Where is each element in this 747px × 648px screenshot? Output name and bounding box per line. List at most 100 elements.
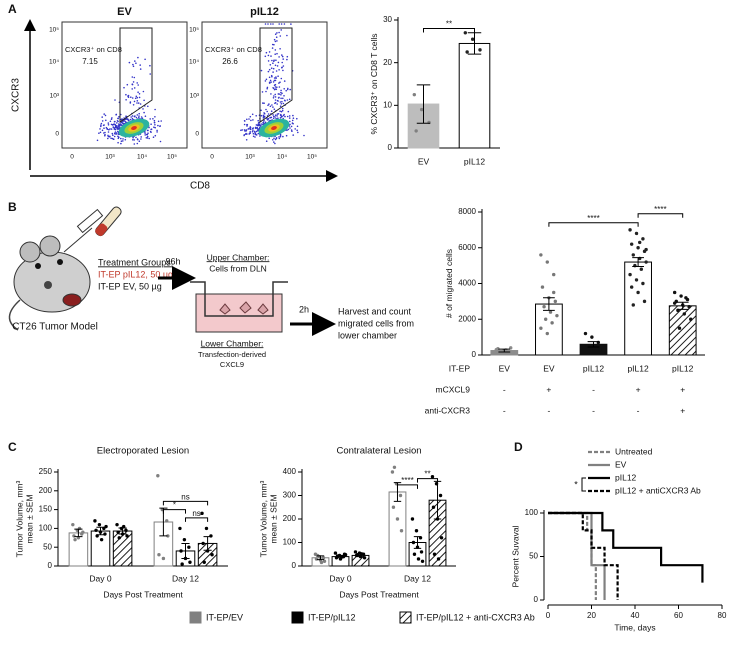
flow-event [297,131,299,134]
flow-event [274,53,277,55]
flow-event [111,132,114,135]
survival-line [548,511,619,600]
significance-bracket [396,484,418,489]
y-axis-label: # of migrated cells [444,249,454,318]
flow-event [279,35,282,37]
data-point [156,474,160,478]
legend-label: Untreated [615,446,653,456]
y-tick-label: 200 [283,514,297,523]
flow-event [146,129,149,132]
flow-event [259,135,261,137]
flow-event [267,104,269,107]
flow-event [119,123,122,125]
data-point [638,240,642,245]
data-point [117,536,121,540]
data-point [631,303,635,307]
flow-event [104,114,107,117]
flow-event [129,101,132,103]
bar [90,530,111,567]
flow-event [266,118,269,121]
chamber-text: CXCL9 [220,360,244,369]
row-value: + [546,384,551,394]
gate-percent: 26.6 [222,57,238,66]
flow-event [286,99,289,101]
flow-event [132,139,134,141]
flow-event [278,82,280,84]
flow-event [273,77,276,79]
flow-event [256,126,259,129]
flow-event [275,36,278,38]
data-point [470,37,475,41]
flow-event [253,130,256,133]
flow-event [267,23,269,25]
flow-event [99,128,101,130]
data-point [333,551,338,555]
flow-event [110,137,112,140]
flow-event [270,81,272,83]
flow-event [282,102,285,105]
data-point [431,505,436,509]
bar [668,305,697,356]
flow-event [137,56,139,59]
flow-event [136,102,138,104]
flow-event [286,115,289,118]
flow-event [272,81,275,83]
legend-swatch [399,611,412,624]
data-point [321,556,326,560]
flow-event [270,110,273,112]
data-point [104,524,108,529]
flow-event [296,129,299,132]
flow-event [117,130,119,133]
x-tick-label: EV [499,363,511,373]
flow-event [111,117,113,119]
flow-event [281,66,283,69]
flow-event [100,122,103,125]
flow-event [278,69,280,71]
significance-label: ns [181,492,189,501]
flow-event [283,88,286,90]
data-point [463,31,468,35]
x-tick-label: 80 [718,611,727,620]
flow-event [141,117,144,120]
flow-event [153,126,155,128]
significance-label: * [574,479,578,489]
error-bar [74,528,83,538]
flow-event [103,132,105,134]
flow-event [275,88,277,90]
significance-bracket [162,500,209,506]
flow-event [267,60,270,62]
chart-title: Electroporated Lesion [97,446,189,457]
data-point [398,493,403,498]
flow-event [154,124,156,126]
flow-x-tick-label: 10⁵ [307,154,317,161]
x-tick-label: pIL12 [627,363,649,373]
data-point [124,528,128,532]
flow-event [132,104,135,106]
data-point [628,272,632,277]
flow-event [290,125,293,128]
y-tick-label: 2000 [458,314,476,323]
flow-event [274,64,277,67]
data-point [322,559,327,563]
flow-event [277,97,280,99]
flow-event [144,115,147,117]
y-tick-label: 20 [383,58,392,67]
flow-event [112,126,115,129]
flow-event [294,128,297,130]
flow-event [114,132,116,134]
flow-event [154,108,156,111]
bar [112,530,133,567]
flow-event [262,121,264,124]
flow-event [273,141,275,143]
flow-event [111,137,114,140]
flow-event [135,116,138,119]
significance-bracket [423,28,475,33]
data-point [201,541,205,546]
flow-event [265,140,268,142]
data-point [180,562,184,566]
y-axis-label: mean ± SEM [24,494,34,543]
data-point [420,559,425,563]
time-label: 2h [299,304,309,314]
flow-event [290,129,293,131]
flow-event [122,138,124,140]
